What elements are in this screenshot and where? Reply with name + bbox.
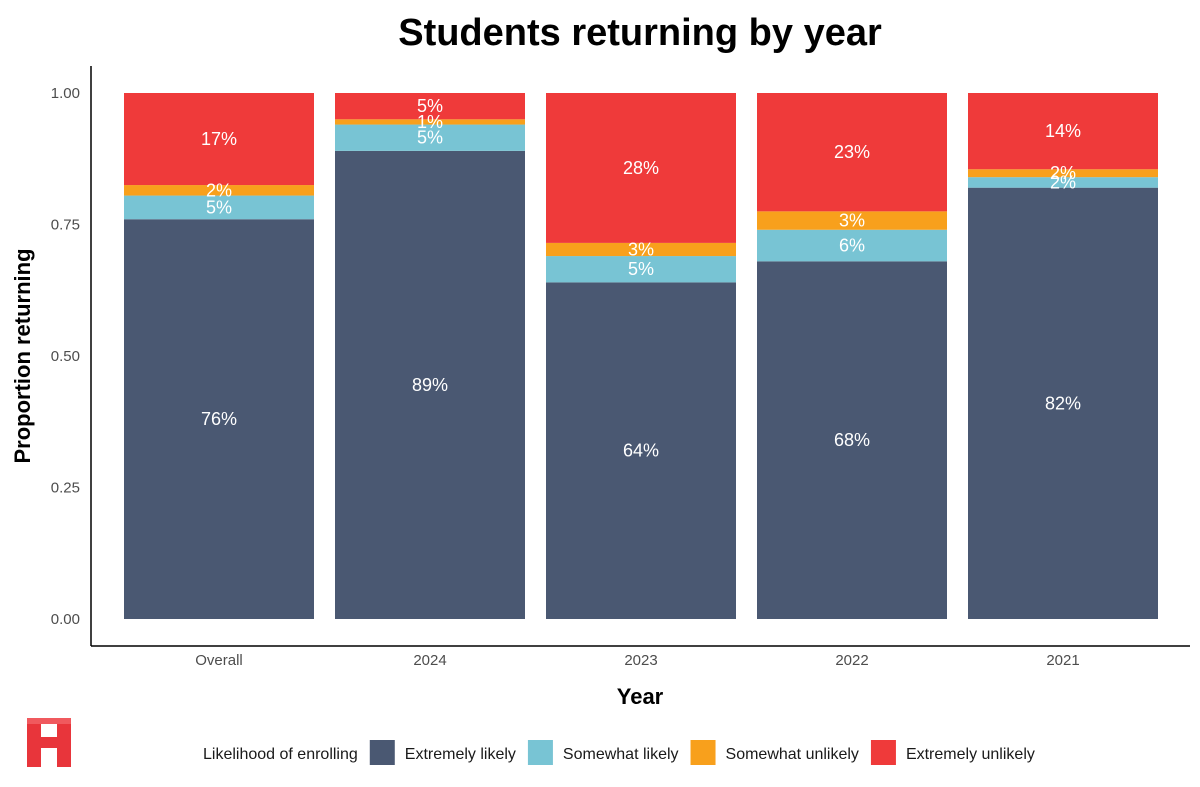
bar-segment: [757, 261, 947, 619]
data-label: 3%: [628, 239, 654, 259]
data-label: 6%: [839, 236, 865, 256]
legend-swatch: [870, 740, 896, 765]
legend-item-label: Extremely unlikely: [906, 746, 1035, 763]
x-tick-label: Overall: [195, 652, 243, 669]
y-tick-label: 0.00: [51, 611, 80, 628]
bar-segment: [757, 211, 947, 230]
data-label: 5%: [206, 197, 232, 217]
x-tick-label: 2024: [413, 652, 446, 669]
bar-segment: [968, 93, 1158, 170]
data-label: 14%: [1045, 121, 1081, 141]
legend-item-label: Somewhat unlikely: [726, 746, 859, 763]
data-label: 2%: [1050, 163, 1076, 183]
data-label: 28%: [623, 158, 659, 178]
bar-segment: [546, 93, 736, 243]
plot-area: 76%5%2%17%89%5%1%5%64%5%3%28%68%6%3%23%8…: [124, 93, 1158, 620]
data-label: 5%: [628, 259, 654, 279]
legend: Likelihood of enrolling Extremely likely…: [203, 740, 1035, 765]
legend-item-label: Extremely likely: [405, 746, 516, 763]
x-axis-title: Year: [617, 684, 664, 709]
x-axis-ticks: Overall 2024 2023 2022 2021: [195, 652, 1079, 669]
bar-segment: [124, 219, 314, 620]
bar-segment: [335, 150, 525, 620]
bar-segment: [335, 124, 525, 151]
bar-segment: [335, 119, 525, 125]
data-label: 1%: [417, 112, 443, 132]
data-label: 82%: [1045, 393, 1081, 413]
y-tick-label: 1.00: [51, 85, 80, 102]
bar-segment: [968, 169, 1158, 178]
y-axis-title: Proportion returning: [10, 248, 35, 463]
data-label: 17%: [201, 129, 237, 149]
data-label: 23%: [834, 142, 870, 162]
bar-segment: [124, 93, 314, 186]
y-axis-ticks: 0.00 0.25 0.50 0.75 1.00: [51, 85, 80, 628]
data-label: 5%: [417, 128, 443, 148]
legend-item-label: Somewhat likely: [563, 746, 679, 763]
bar-segment: [546, 242, 736, 257]
bar-segment: [968, 187, 1158, 619]
y-tick-label: 0.75: [51, 217, 80, 234]
bar-segment: [757, 93, 947, 212]
brand-logo: [27, 718, 71, 767]
x-tick-label: 2022: [835, 652, 868, 669]
data-label: 3%: [839, 211, 865, 231]
data-label: 76%: [201, 409, 237, 429]
y-tick-label: 0.25: [51, 480, 80, 497]
bar-segment: [968, 177, 1158, 188]
bar-segment: [124, 185, 314, 196]
data-label: 2%: [1050, 172, 1076, 192]
x-tick-label: 2023: [624, 652, 657, 669]
data-label: 68%: [834, 430, 870, 450]
data-label: 89%: [412, 375, 448, 395]
bar-segment: [335, 93, 525, 120]
data-label: 2%: [206, 180, 232, 200]
legend-title: Likelihood of enrolling: [203, 746, 358, 763]
data-label: 5%: [417, 96, 443, 116]
bar-segment: [546, 256, 736, 283]
bar-segment: [124, 195, 314, 220]
legend-swatch: [527, 740, 553, 765]
bar-segment: [757, 229, 947, 262]
legend-swatch: [369, 740, 395, 765]
x-tick-label: 2021: [1046, 652, 1079, 669]
data-label: 64%: [623, 441, 659, 461]
legend-swatch: [690, 740, 716, 765]
chart-title: Students returning by year: [398, 12, 882, 54]
bar-segment: [546, 282, 736, 619]
y-tick-label: 0.50: [51, 348, 80, 365]
